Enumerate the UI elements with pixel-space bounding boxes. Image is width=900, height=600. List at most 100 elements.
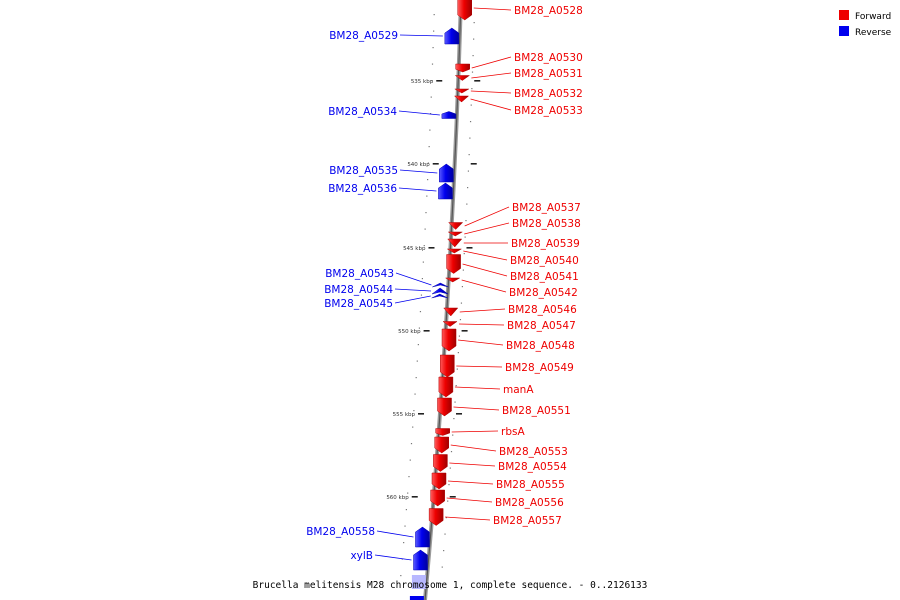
scale-dot xyxy=(471,88,473,90)
gene-label[interactable]: BM28_A0529 xyxy=(329,30,398,42)
gene-label[interactable]: BM28_A0542 xyxy=(509,287,578,299)
scale-dot xyxy=(445,517,447,519)
tick-mark xyxy=(474,80,481,82)
gene-label[interactable]: manA xyxy=(503,384,534,396)
gene-label[interactable]: BM28_A0540 xyxy=(510,255,579,267)
gene-arrow-BM28_A0545[interactable] xyxy=(431,293,448,299)
gene-arrow-offscreen xyxy=(409,596,424,600)
gene-label[interactable]: BM28_A0546 xyxy=(508,304,577,316)
gene-arrow-BM28_A0541[interactable] xyxy=(446,254,461,274)
scale-dot xyxy=(457,352,459,354)
gene-arrow-BM28_A0529[interactable] xyxy=(444,27,460,45)
legend: Forward Reverse xyxy=(839,10,892,38)
gene-label[interactable]: BM28_A0537 xyxy=(512,202,581,214)
gene-arrow-BM28_A0537[interactable] xyxy=(448,222,464,230)
gene-arrow-BM28_A0543[interactable] xyxy=(432,282,449,288)
gene-label[interactable]: BM28_A0531 xyxy=(514,68,583,80)
leader-line xyxy=(459,323,505,326)
gene-arrow-xylB[interactable] xyxy=(413,549,428,571)
gene-label[interactable]: BM28_A0543 xyxy=(325,268,394,280)
gene-label[interactable]: BM28_A0558 xyxy=(306,526,375,538)
gene-label[interactable]: BM28_A0551 xyxy=(502,405,571,417)
scale-dot xyxy=(472,55,474,57)
gene-label[interactable]: BM28_A0545 xyxy=(324,298,393,310)
gene-arrow-BM28_A0542[interactable] xyxy=(444,277,461,283)
gene-label[interactable]: BM28_A0528 xyxy=(514,5,583,17)
gene-arrow-BM28_A0546[interactable] xyxy=(443,307,459,317)
leader-line xyxy=(456,365,503,368)
gene-label[interactable]: BM28_A0533 xyxy=(514,105,583,117)
gene-arrow-BM28_A0553[interactable] xyxy=(434,436,449,454)
gene-arrow-BM28_A0554[interactable] xyxy=(433,454,448,472)
scale-dot xyxy=(449,467,451,469)
gene-arrow-BM28_A0533[interactable] xyxy=(453,95,470,103)
gene-arrow-BM28_A0536[interactable] xyxy=(438,182,453,200)
scale-dots xyxy=(400,14,475,585)
gene-arrow-BM28_A0547[interactable] xyxy=(442,321,458,327)
scale-dot xyxy=(473,38,475,40)
scale-dot xyxy=(413,410,415,412)
gene-arrow-BM28_A0534[interactable] xyxy=(441,111,457,119)
scale-dot xyxy=(422,261,424,263)
gene-label[interactable]: rbsA xyxy=(501,426,525,438)
gene-arrow-BM28_A0556[interactable] xyxy=(430,489,445,507)
gene-label[interactable]: BM28_A0536 xyxy=(328,183,397,195)
scale-dot xyxy=(459,319,462,321)
gene-arrow-BM28_A0530[interactable] xyxy=(455,63,470,73)
leader-line xyxy=(447,480,494,485)
scale-dot xyxy=(433,30,435,32)
gene-arrow-rbsA[interactable] xyxy=(435,428,450,436)
scale-dot xyxy=(468,154,470,156)
tick-label: 555 kbp xyxy=(393,412,416,418)
gene-label[interactable]: BM28_A0532 xyxy=(514,88,583,100)
gene-arrow-BM28_A0539[interactable] xyxy=(447,238,463,248)
gene-label[interactable]: BM28_A0535 xyxy=(329,165,398,177)
gene-arrow-manA[interactable] xyxy=(438,376,454,398)
leader-line xyxy=(445,516,491,521)
gene-arrow-BM28_A0535[interactable] xyxy=(439,163,454,183)
gene-arrow-BM28_A0532[interactable] xyxy=(453,88,470,94)
gene-label[interactable]: xylB xyxy=(350,550,373,562)
gene-arrow-BM28_A0555[interactable] xyxy=(431,472,447,490)
gene-label[interactable]: BM28_A0547 xyxy=(507,320,576,332)
leader-line xyxy=(399,169,438,174)
gene-label[interactable]: BM28_A0541 xyxy=(510,271,579,283)
gene-arrow-BM28_A0538[interactable] xyxy=(447,231,464,237)
gene-label[interactable]: BM28_A0530 xyxy=(514,52,583,64)
scale-dot xyxy=(405,509,407,511)
leader-line xyxy=(457,339,504,346)
gene-label[interactable]: BM28_A0555 xyxy=(496,479,565,491)
scale-dot xyxy=(452,434,454,436)
scale-dot xyxy=(429,129,431,131)
gene-arrow-BM28_A0551[interactable] xyxy=(437,397,452,417)
gene-label[interactable]: BM28_A0548 xyxy=(506,340,575,352)
gene-label[interactable]: BM28_A0554 xyxy=(498,461,567,473)
scale-dot xyxy=(462,269,464,271)
gene-label[interactable]: BM28_A0539 xyxy=(511,238,580,250)
gene-arrow-BM28_A0540[interactable] xyxy=(446,248,463,254)
gene-label[interactable]: BM28_A0549 xyxy=(505,362,574,374)
leader-line xyxy=(399,34,443,37)
gene-arrow-BM28_A0531[interactable] xyxy=(454,75,471,81)
tick-label: 560 kbp xyxy=(386,495,409,501)
gene-label[interactable]: BM28_A0534 xyxy=(328,106,397,118)
scale-dot xyxy=(440,583,442,585)
gene-label[interactable]: BM28_A0556 xyxy=(495,497,564,509)
gene-arrow-BM28_A0557[interactable] xyxy=(428,508,444,526)
gene-arrow-BM28_A0528[interactable] xyxy=(457,0,473,21)
gene-label[interactable]: BM28_A0557 xyxy=(493,515,562,527)
gene-label[interactable]: BM28_A0544 xyxy=(324,284,393,296)
leader-line xyxy=(395,272,432,286)
gene-arrow-offscreen xyxy=(411,575,426,589)
gene-arrow-BM28_A0549[interactable] xyxy=(440,354,455,378)
gene-label[interactable]: BM28_A0538 xyxy=(512,218,581,230)
leader-line xyxy=(374,554,412,561)
legend-reverse-label: Reverse xyxy=(855,28,892,38)
gene-arrow-BM28_A0558[interactable] xyxy=(415,526,430,548)
scale-dot xyxy=(400,575,402,577)
gene-arrow-BM28_A0544[interactable] xyxy=(431,287,449,295)
gene-arrow-BM28_A0548[interactable] xyxy=(441,328,457,352)
gene-label[interactable]: BM28_A0553 xyxy=(499,446,568,458)
scale-dot xyxy=(426,195,428,197)
